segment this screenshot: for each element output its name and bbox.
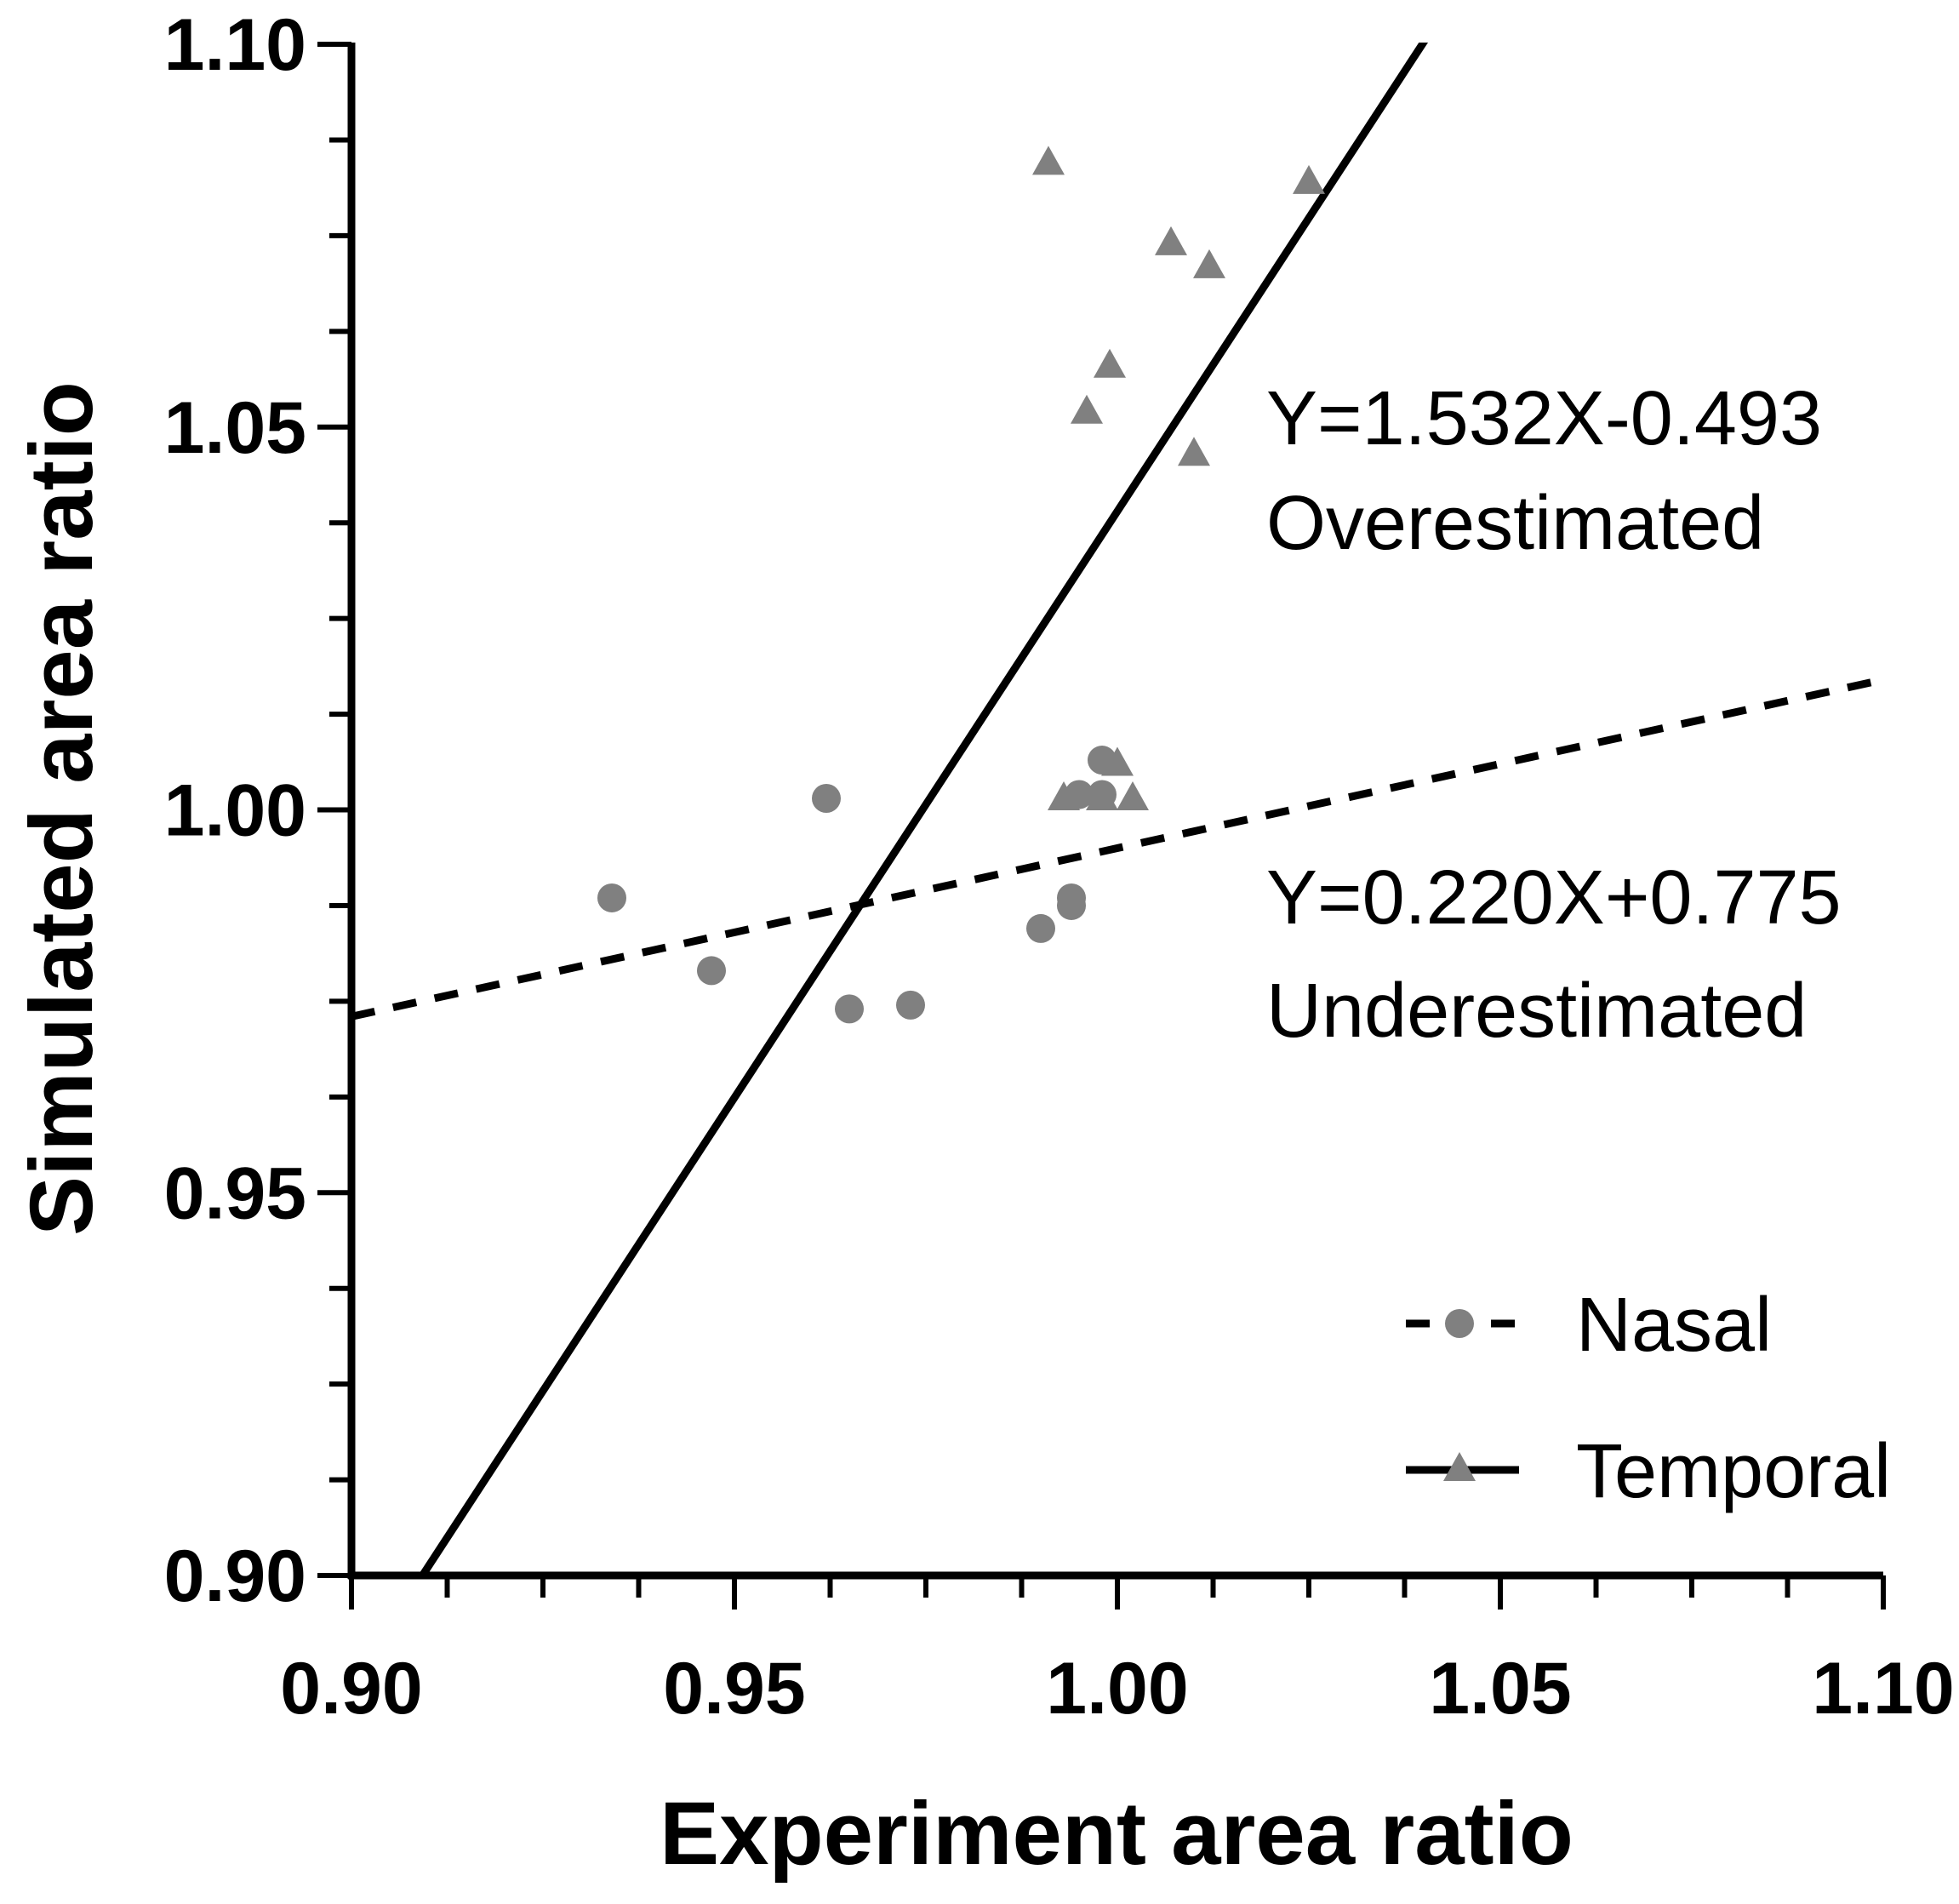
temporal-point bbox=[1048, 781, 1080, 811]
temporal-point bbox=[1293, 164, 1325, 194]
temporal-point bbox=[1101, 746, 1134, 776]
temporal-point bbox=[1155, 226, 1187, 255]
nasal-point bbox=[835, 994, 864, 1024]
x-tick-label: 0.90 bbox=[280, 1648, 422, 1730]
nasal-point bbox=[1057, 883, 1086, 912]
y-tick-label: 1.00 bbox=[164, 770, 306, 852]
y-tick-label: 0.95 bbox=[164, 1152, 306, 1234]
y-tick-label: 1.05 bbox=[164, 387, 306, 469]
legend: Nasal Temporal bbox=[1406, 1283, 1891, 1514]
x-axis-title: Experiment area ratio bbox=[660, 1784, 1573, 1884]
legend-entry-nasal: Nasal bbox=[1406, 1283, 1772, 1368]
temporal-point bbox=[1032, 146, 1065, 175]
temporal-point bbox=[1193, 249, 1225, 278]
temporal-estimate-label: Overestimated bbox=[1266, 481, 1764, 566]
annotations: Y=1.532X-0.493 Overestimated Y=0.220X+0.… bbox=[1266, 376, 1842, 1054]
temporal-point bbox=[1086, 781, 1118, 811]
legend-nasal-label: Nasal bbox=[1576, 1283, 1772, 1368]
fit-lines bbox=[351, 43, 1883, 1577]
x-tick-label: 1.00 bbox=[1046, 1648, 1188, 1730]
legend-entry-temporal: Temporal bbox=[1406, 1429, 1891, 1514]
legend-temporal-marker bbox=[1443, 1452, 1476, 1481]
temporal-point bbox=[1178, 437, 1210, 466]
legend-temporal-label: Temporal bbox=[1576, 1429, 1891, 1514]
temporal-point bbox=[1071, 394, 1103, 424]
nasal-equation: Y=0.220X+0.775 bbox=[1266, 855, 1842, 941]
legend-nasal-marker bbox=[1445, 1309, 1474, 1338]
y-tick-label: 0.90 bbox=[164, 1535, 306, 1617]
temporal-point bbox=[1117, 781, 1149, 811]
tick-labels: 0.90 0.95 1.00 1.05 1.10 0.90 0.95 1.00 1.05 1.10 bbox=[164, 4, 1955, 1730]
temporal-equation: Y=1.532X-0.493 bbox=[1266, 376, 1822, 461]
nasal-point bbox=[812, 784, 841, 814]
ticks bbox=[317, 42, 1886, 1610]
nasal-point bbox=[896, 990, 925, 1020]
data-points bbox=[597, 146, 1325, 1024]
temporal-fit-line bbox=[416, 43, 1429, 1577]
nasal-fit-line bbox=[351, 676, 1883, 1021]
y-axis-title: Simulated area ratio bbox=[12, 381, 111, 1236]
x-tick-label: 0.95 bbox=[663, 1648, 805, 1730]
nasal-point bbox=[697, 956, 726, 986]
nasal-estimate-label: Underestimated bbox=[1266, 969, 1807, 1054]
y-tick-label: 1.10 bbox=[164, 4, 306, 86]
x-tick-label: 1.10 bbox=[1812, 1648, 1954, 1730]
nasal-point bbox=[1026, 913, 1055, 943]
x-tick-label: 1.05 bbox=[1429, 1648, 1571, 1730]
temporal-point bbox=[1094, 348, 1126, 378]
nasal-point bbox=[597, 883, 626, 912]
